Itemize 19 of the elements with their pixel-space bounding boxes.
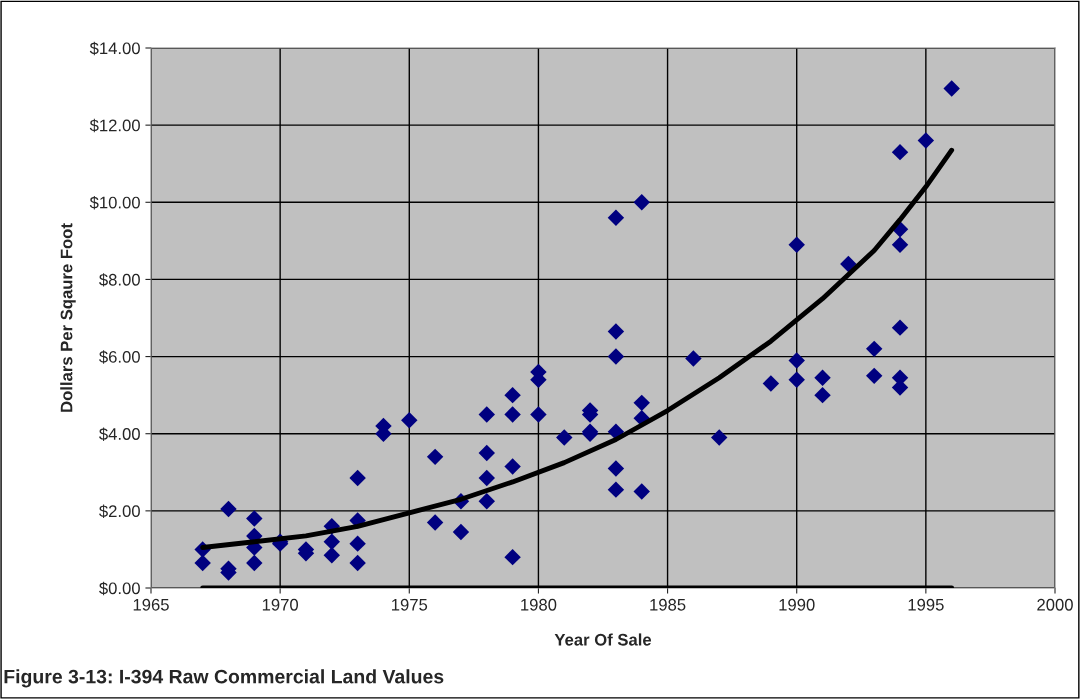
x-tick-label: 1975 bbox=[392, 598, 428, 611]
y-tick-label: $2.00 bbox=[99, 504, 140, 519]
y-tick-label: $14.00 bbox=[89, 41, 140, 56]
y-tick-label: $8.00 bbox=[99, 273, 140, 287]
x-tick-label: 1985 bbox=[650, 598, 686, 611]
x-tick-label: 1980 bbox=[521, 598, 557, 611]
x-tick-label: 1995 bbox=[908, 598, 944, 611]
caption: Figure 3-13: I-394 Raw Commercial Land Values bbox=[4, 669, 444, 688]
y-tick-label: $4.00 bbox=[99, 427, 140, 441]
y-tick-label: $10.00 bbox=[89, 195, 140, 210]
y-axis-title: Dollars Per Sqaure Foot bbox=[60, 223, 76, 412]
x-tick-label: 2000 bbox=[1037, 598, 1073, 611]
x-axis-title: Year Of Sale bbox=[554, 633, 652, 646]
y-tick-label: $6.00 bbox=[99, 350, 140, 364]
y-tick-label: $0.00 bbox=[99, 581, 140, 596]
y-tick-label: $12.00 bbox=[89, 118, 140, 133]
x-tick-label: 1970 bbox=[262, 598, 299, 611]
x-tick-label: 1990 bbox=[779, 598, 815, 611]
x-tick-label: 1965 bbox=[133, 598, 169, 611]
